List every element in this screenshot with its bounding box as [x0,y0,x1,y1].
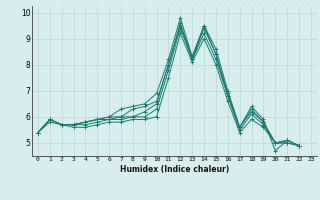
X-axis label: Humidex (Indice chaleur): Humidex (Indice chaleur) [120,165,229,174]
